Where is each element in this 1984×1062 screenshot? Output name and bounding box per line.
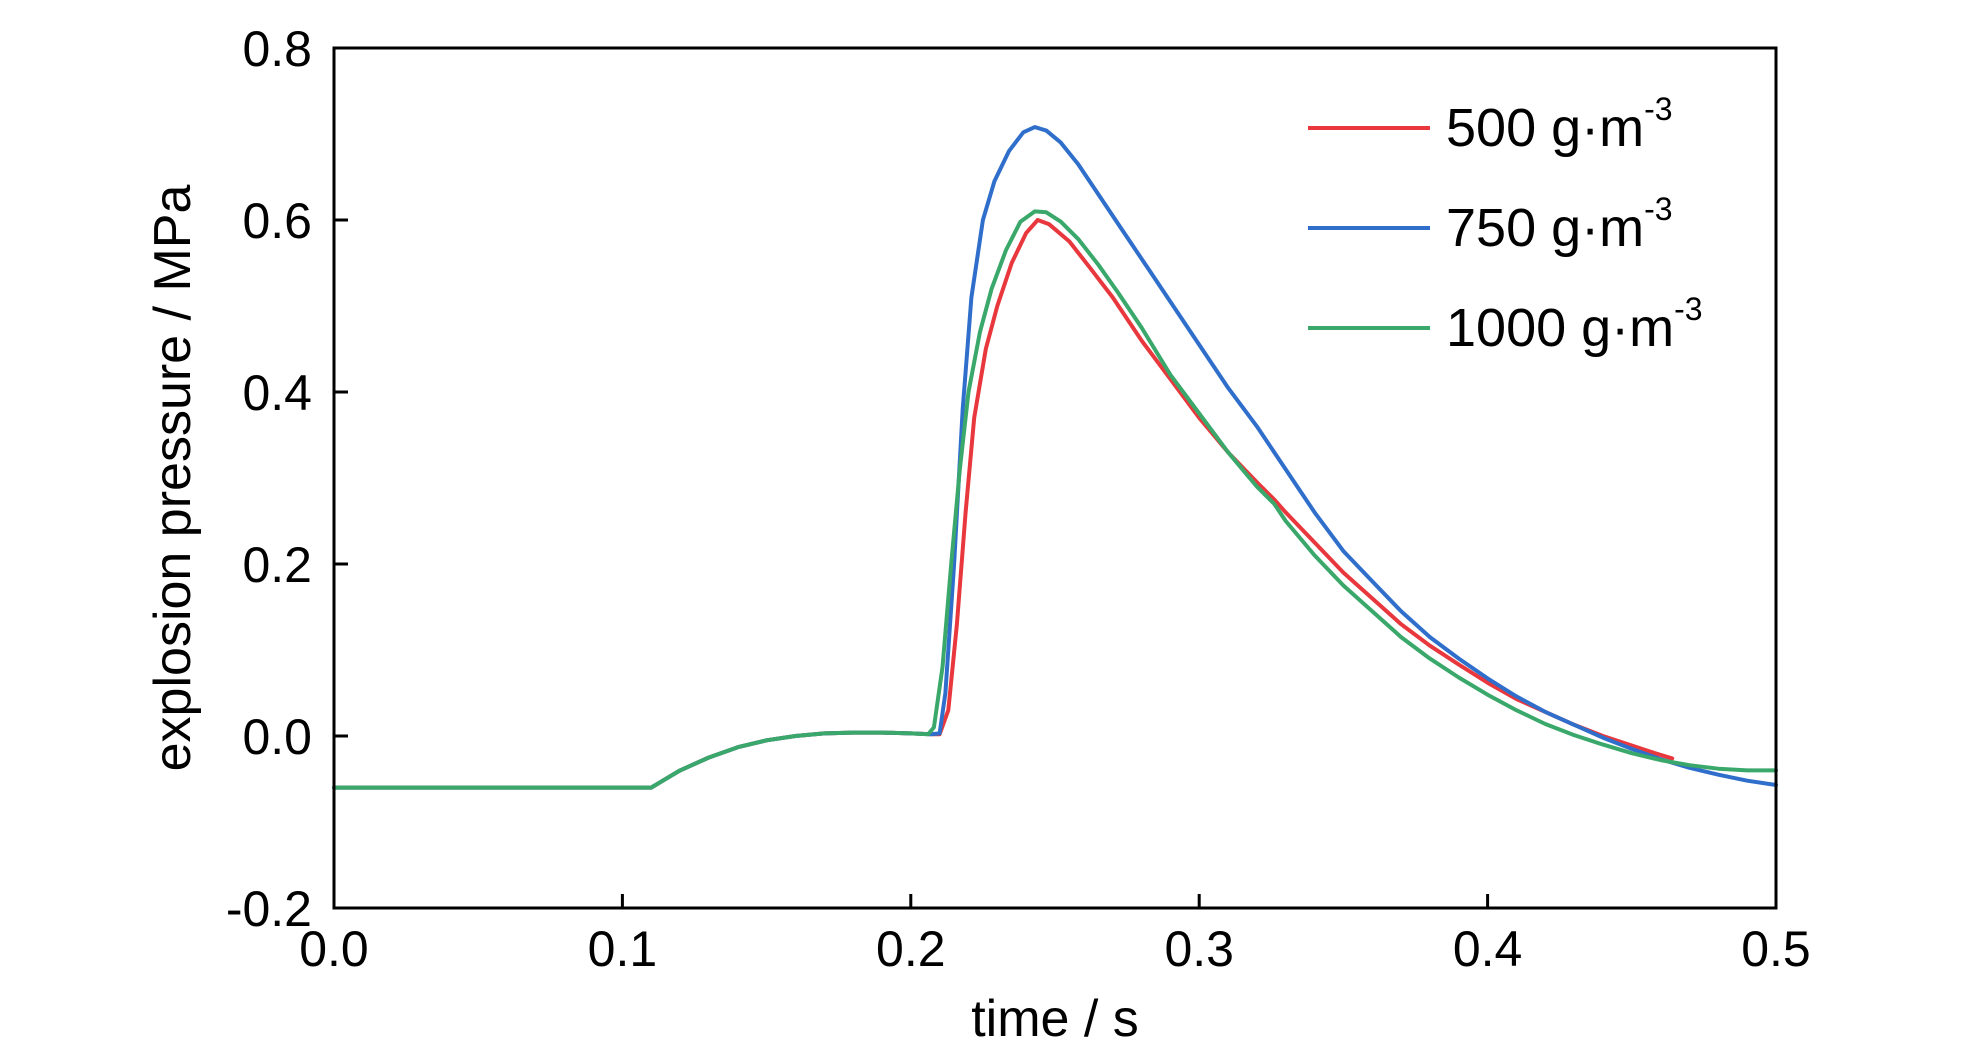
- y-tick-label: 0.8: [242, 21, 312, 77]
- x-tick-label: 0.0: [299, 921, 369, 977]
- y-tick-label: 0.0: [242, 709, 312, 765]
- y-tick-label: 0.6: [242, 193, 312, 249]
- x-tick-label: 0.5: [1741, 921, 1811, 977]
- series-line-3: [332, 209, 1778, 790]
- x-tick-label: 0.3: [1164, 921, 1234, 977]
- legend-label-3: 1000 g·m-3: [1446, 291, 1703, 358]
- x-tick-label: 0.2: [876, 921, 946, 977]
- y-tick-label: 0.2: [242, 537, 312, 593]
- y-tick-label: -0.2: [226, 881, 312, 937]
- legend: 500 g·m-3 750 g·m-3 1000 g·m-3: [1308, 91, 1703, 358]
- x-tick-label: 0.1: [588, 921, 658, 977]
- y-axis-title: explosion pressure / MPa: [144, 185, 202, 772]
- series-layer: [332, 125, 1778, 790]
- x-axis-title: time / s: [971, 990, 1139, 1048]
- x-tick-label: 0.4: [1453, 921, 1523, 977]
- legend-label-2: 750 g·m-3: [1446, 191, 1673, 258]
- y-tick-label: 0.4: [242, 365, 312, 421]
- plot-frame: [332, 46, 1778, 910]
- legend-label-1: 500 g·m-3: [1446, 91, 1673, 158]
- ticks-layer: 0.0 0.1 0.2 0.3 0.4 0.5-0.20.00.20.40.60.8: [226, 21, 1811, 977]
